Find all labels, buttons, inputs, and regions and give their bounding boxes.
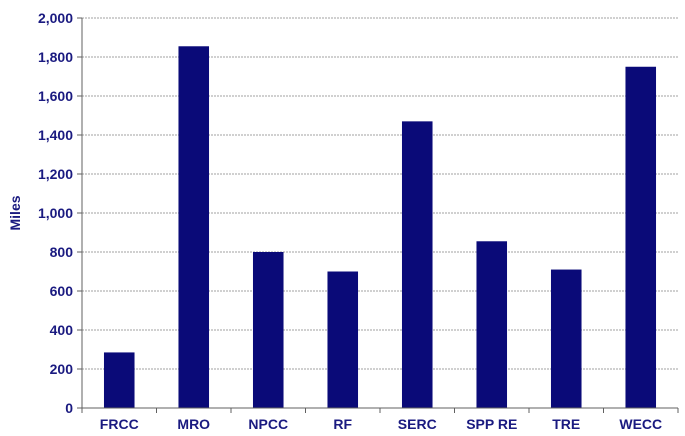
x-tick-label: NPCC	[248, 416, 288, 432]
y-tick-label: 1,200	[38, 166, 73, 182]
bar-frcc	[103, 352, 135, 408]
bar-serc	[401, 121, 433, 408]
x-tick-label: SERC	[398, 416, 437, 432]
axes	[77, 17, 679, 413]
y-tick-labels: 0 200 400 600 800 1,000 1,200 1,400 1,600 1,800 2,…	[38, 10, 73, 416]
y-tick-label: 800	[50, 244, 74, 260]
y-tick-label: 200	[50, 361, 74, 377]
y-tick-label: 0	[65, 400, 73, 416]
x-tick-labels: FRCC MRO NPCC RF SERC SPP RE TRE WECC	[100, 416, 662, 432]
y-tick-label: 600	[50, 283, 74, 299]
bar-rf	[327, 271, 359, 408]
y-tick-label: 400	[50, 322, 74, 338]
bars	[103, 46, 657, 409]
x-tick-label: RF	[333, 416, 352, 432]
x-tick-label: TRE	[552, 416, 580, 432]
y-tick-label: 1,600	[38, 88, 73, 104]
bar-npcc	[252, 252, 284, 408]
y-tick-label: 1,800	[38, 49, 73, 65]
bar-spp-re	[476, 241, 508, 408]
x-tick-label: WECC	[619, 416, 662, 432]
y-axis-title: Miles	[7, 195, 23, 230]
bar-wecc	[625, 66, 657, 408]
x-tick-label: FRCC	[100, 416, 139, 432]
bar-mro	[178, 46, 210, 409]
x-tick-label: MRO	[177, 416, 210, 432]
bar-tre	[550, 269, 582, 408]
gridlines	[82, 17, 678, 370]
y-tick-label: 1,000	[38, 205, 73, 221]
x-tick-label: SPP RE	[466, 416, 517, 432]
y-tick-label: 2,000	[38, 10, 73, 26]
y-tick-label: 1,400	[38, 127, 73, 143]
